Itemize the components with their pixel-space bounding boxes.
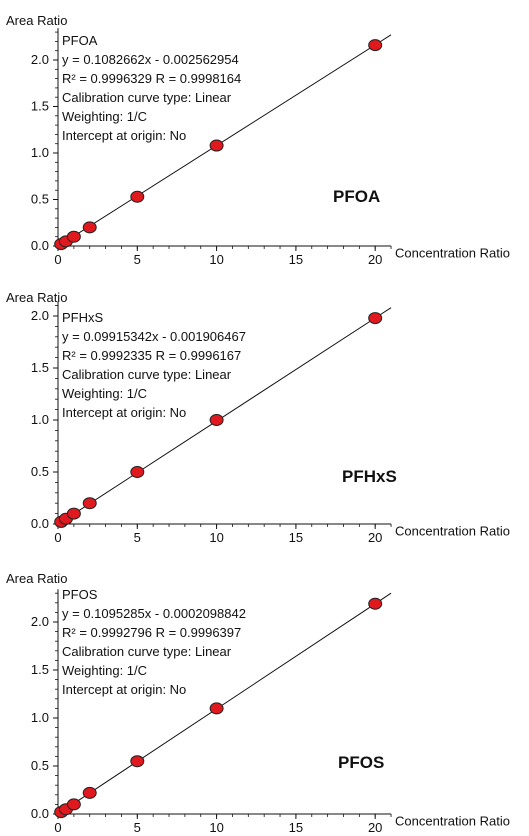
y-tick-label: 0.0 [31, 516, 49, 531]
annotation-line-4: Calibration curve type: Linear [62, 367, 232, 382]
regression-line [59, 34, 392, 246]
x-tick-label: 5 [134, 820, 141, 835]
x-tick-label: 15 [289, 820, 303, 835]
y-tick-label: 0.5 [31, 192, 49, 207]
data-point [209, 702, 224, 715]
chart-panel-3: Area Ratio Concentration Ratio 0.0 0.5 1.0 1.… [6, 571, 510, 835]
compound-label: PFOA [333, 187, 380, 206]
x-tick-label: 5 [134, 252, 141, 267]
annotation-line-3: R² = 0.9992796 R = 0.9996397 [62, 625, 241, 640]
y-tick-label: 2.0 [31, 614, 49, 629]
data-point [368, 312, 383, 325]
annotation-line-4: Calibration curve type: Linear [62, 90, 232, 105]
y-tick-label: 1.0 [31, 412, 49, 427]
data-point [130, 755, 145, 768]
x-tick-label: 20 [368, 530, 382, 545]
annotation-line-4: Calibration curve type: Linear [62, 644, 232, 659]
x-tick-label: 0 [54, 530, 61, 545]
data-point [66, 798, 81, 811]
x-tick-label: 10 [209, 252, 223, 267]
x-tick-label: 0 [54, 252, 61, 267]
y-tick-label: 1.5 [31, 99, 49, 114]
annotation-line-2: y = 0.1095285x - 0.0002098842 [62, 606, 246, 621]
y-tick-label: 2.0 [31, 52, 49, 67]
y-tick-label: 2.0 [31, 308, 49, 323]
data-point [368, 597, 383, 610]
data-point [66, 507, 81, 520]
chart-panel-2: Area Ratio Concentration Ratio 0.0 0.5 1.0 1.… [6, 290, 510, 545]
x-axis-title: Concentration Ratio [395, 813, 510, 828]
regression-line [59, 592, 392, 814]
annotation-line-2: y = 0.09915342x - 0.001906467 [62, 329, 246, 344]
data-point [368, 39, 383, 52]
data-point [82, 786, 97, 799]
annotation-line-6: Intercept at origin: No [62, 128, 186, 143]
y-tick-label: 1.5 [31, 662, 49, 677]
data-point [66, 230, 81, 243]
x-tick-label: 10 [209, 820, 223, 835]
y-tick-label: 0.5 [31, 758, 49, 773]
x-axis-title: Concentration Ratio [395, 245, 510, 260]
annotation-line-6: Intercept at origin: No [62, 405, 186, 420]
annotation-line-3: R² = 0.9992335 R = 0.9996167 [62, 348, 241, 363]
compound-label: PFOS [338, 753, 384, 772]
y-tick-label: 0.0 [31, 238, 49, 253]
data-point [82, 497, 97, 510]
compound-label: PFHxS [342, 467, 397, 486]
annotation-line-5: Weighting: 1/C [62, 386, 147, 401]
x-axis-title: Concentration Ratio [395, 523, 510, 538]
y-tick-label: 1.5 [31, 360, 49, 375]
regression-line [59, 307, 392, 524]
x-tick-label: 15 [289, 530, 303, 545]
x-tick-label: 20 [368, 820, 382, 835]
data-point [209, 139, 224, 152]
annotation-line-6: Intercept at origin: No [62, 682, 186, 697]
x-tick-label: 0 [54, 820, 61, 835]
x-tick-label: 20 [368, 252, 382, 267]
annotation-line-5: Weighting: 1/C [62, 109, 147, 124]
y-axis-title: Area Ratio [6, 290, 67, 305]
annotation-line-1: PFOS [62, 587, 98, 602]
annotation-line-1: PFHxS [62, 310, 104, 325]
y-axis-title: Area Ratio [6, 571, 67, 586]
y-axis-title: Area Ratio [6, 13, 67, 28]
x-tick-label: 5 [134, 530, 141, 545]
y-tick-label: 1.0 [31, 145, 49, 160]
data-point [130, 466, 145, 478]
data-point [209, 414, 224, 426]
y-tick-label: 0.0 [31, 806, 49, 821]
data-point [82, 221, 97, 234]
y-tick-label: 0.5 [31, 464, 49, 479]
data-point [130, 190, 145, 203]
x-tick-label: 10 [209, 530, 223, 545]
annotation-line-3: R² = 0.9996329 R = 0.9998164 [62, 71, 241, 86]
y-tick-label: 1.0 [31, 710, 49, 725]
annotation-line-2: y = 0.1082662x - 0.002562954 [62, 52, 239, 67]
chart-panel-1: Area Ratio Concentration Ratio 0.0 0.5 1.0 1.… [6, 13, 510, 267]
annotation-line-1: PFOA [62, 33, 98, 48]
x-tick-label: 15 [289, 252, 303, 267]
annotation-line-5: Weighting: 1/C [62, 663, 147, 678]
